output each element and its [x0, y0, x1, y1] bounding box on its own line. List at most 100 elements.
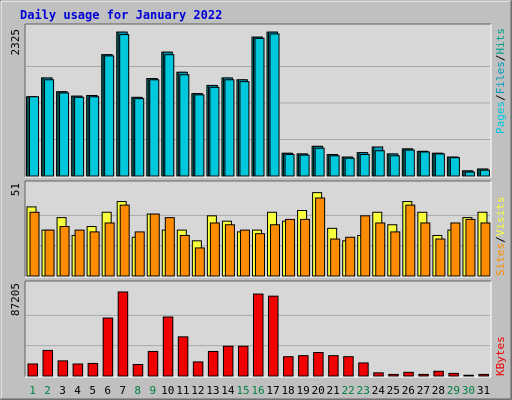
- day-label: 23: [357, 384, 370, 397]
- pages-bar: [419, 151, 430, 177]
- pages-bar: [179, 74, 190, 177]
- kbytes-bar: [403, 371, 414, 377]
- sites-bar: [164, 217, 175, 277]
- pages-bar: [44, 79, 55, 177]
- pages-bar: [59, 92, 70, 177]
- legend-part: /: [494, 94, 507, 101]
- sites-bar: [420, 222, 431, 277]
- pages-bar: [89, 96, 100, 177]
- legend-kbytes: KBytes: [494, 336, 507, 376]
- kbytes-bar: [147, 350, 159, 377]
- kbytes-bar: [117, 291, 129, 377]
- legend-pages-files-hits-text: Pages/Files/Hits: [494, 28, 507, 134]
- kbytes-bar: [237, 345, 249, 377]
- day-label: 28: [432, 384, 445, 397]
- panel-visits-sites: [24, 180, 492, 278]
- kbytes-bar: [192, 361, 204, 377]
- kbytes-bar: [222, 345, 234, 377]
- day-label: 3: [59, 384, 66, 397]
- day-label: 11: [176, 384, 189, 397]
- pages-bar: [404, 149, 415, 177]
- sites-bar: [149, 213, 160, 277]
- legend-pages-files-hits: Pages/Files/Hits: [494, 28, 507, 134]
- day-label: 27: [417, 384, 430, 397]
- sites-bar: [239, 229, 250, 277]
- kbytes-bar: [343, 356, 354, 377]
- pages-bar: [269, 33, 280, 177]
- day-label: 6: [104, 384, 111, 397]
- legend-part: Files: [494, 61, 507, 94]
- kbytes-bar: [433, 370, 444, 377]
- y-axis-max-label: 87205: [9, 283, 22, 316]
- day-label: 13: [206, 384, 219, 397]
- day-label: 2: [44, 384, 51, 397]
- legend-sites-visits: Sites/Visits: [494, 197, 507, 277]
- day-label: 15: [236, 384, 249, 397]
- sites-bar: [390, 231, 401, 277]
- day-label: 17: [266, 384, 279, 397]
- kbytes-bar: [418, 373, 429, 377]
- pages-bar: [449, 157, 460, 177]
- sites-bar: [104, 222, 115, 277]
- kbytes-bar: [42, 349, 54, 377]
- sites-bar: [285, 218, 296, 277]
- kbytes-bar: [87, 362, 99, 377]
- pages-bar: [209, 86, 220, 177]
- pages-bar: [284, 154, 295, 177]
- sites-bar: [375, 222, 386, 277]
- pages-bar: [374, 150, 385, 177]
- day-label: 8: [134, 384, 141, 397]
- day-label: 21: [327, 384, 340, 397]
- day-label: 24: [372, 384, 386, 397]
- y-axis-max-label: 2325: [9, 29, 22, 56]
- day-label: 30: [462, 384, 475, 397]
- legend-sites-visits-text: Sites/Visits: [494, 197, 507, 277]
- pages-bar: [149, 79, 160, 177]
- sites-bar: [74, 229, 85, 277]
- kbytes-bar: [478, 373, 489, 377]
- y-axis-max-label: 51: [9, 183, 22, 196]
- pages-bar: [194, 94, 205, 177]
- chart-panels: 2325 51 87205: [9, 23, 492, 378]
- kbytes-bar: [177, 336, 189, 377]
- kbytes-bar: [298, 355, 309, 377]
- legend-part: Pages: [494, 101, 507, 134]
- sites-bar: [345, 236, 356, 277]
- sites-bar: [270, 224, 281, 277]
- sites-bar: [224, 224, 235, 277]
- sites-bar: [134, 231, 145, 277]
- sites-bar: [179, 234, 190, 277]
- sites-bar: [119, 204, 130, 277]
- pages-bar: [314, 147, 325, 177]
- day-label: 9: [149, 384, 156, 397]
- sites-bar: [330, 238, 341, 277]
- pages-bar: [119, 34, 130, 177]
- chart-title: Daily usage for January 2022: [20, 8, 222, 22]
- kbytes-bar: [252, 293, 264, 377]
- day-label: 7: [119, 384, 126, 397]
- day-label: 19: [296, 384, 309, 397]
- pages-bar: [104, 55, 115, 177]
- pages-bar: [359, 154, 370, 177]
- pages-bar: [464, 171, 475, 177]
- sites-bar: [315, 197, 326, 277]
- legend-part: Visits: [494, 197, 507, 237]
- kbytes-bar: [448, 372, 459, 377]
- day-label: 5: [89, 384, 96, 397]
- sites-bar: [44, 229, 55, 277]
- kbytes-bar: [132, 363, 144, 377]
- kbytes-bar: [358, 362, 369, 377]
- day-label: 1: [29, 384, 36, 397]
- pages-bar: [329, 155, 340, 177]
- kbytes-bar: [27, 363, 38, 377]
- kbytes-bar: [388, 373, 399, 377]
- sites-bar: [450, 222, 461, 277]
- sites-bar: [209, 222, 220, 277]
- day-label: 20: [312, 384, 325, 397]
- day-label: 10: [161, 384, 174, 397]
- sites-bar: [465, 218, 476, 277]
- pages-bar: [299, 154, 310, 177]
- kbytes-bar: [313, 351, 324, 377]
